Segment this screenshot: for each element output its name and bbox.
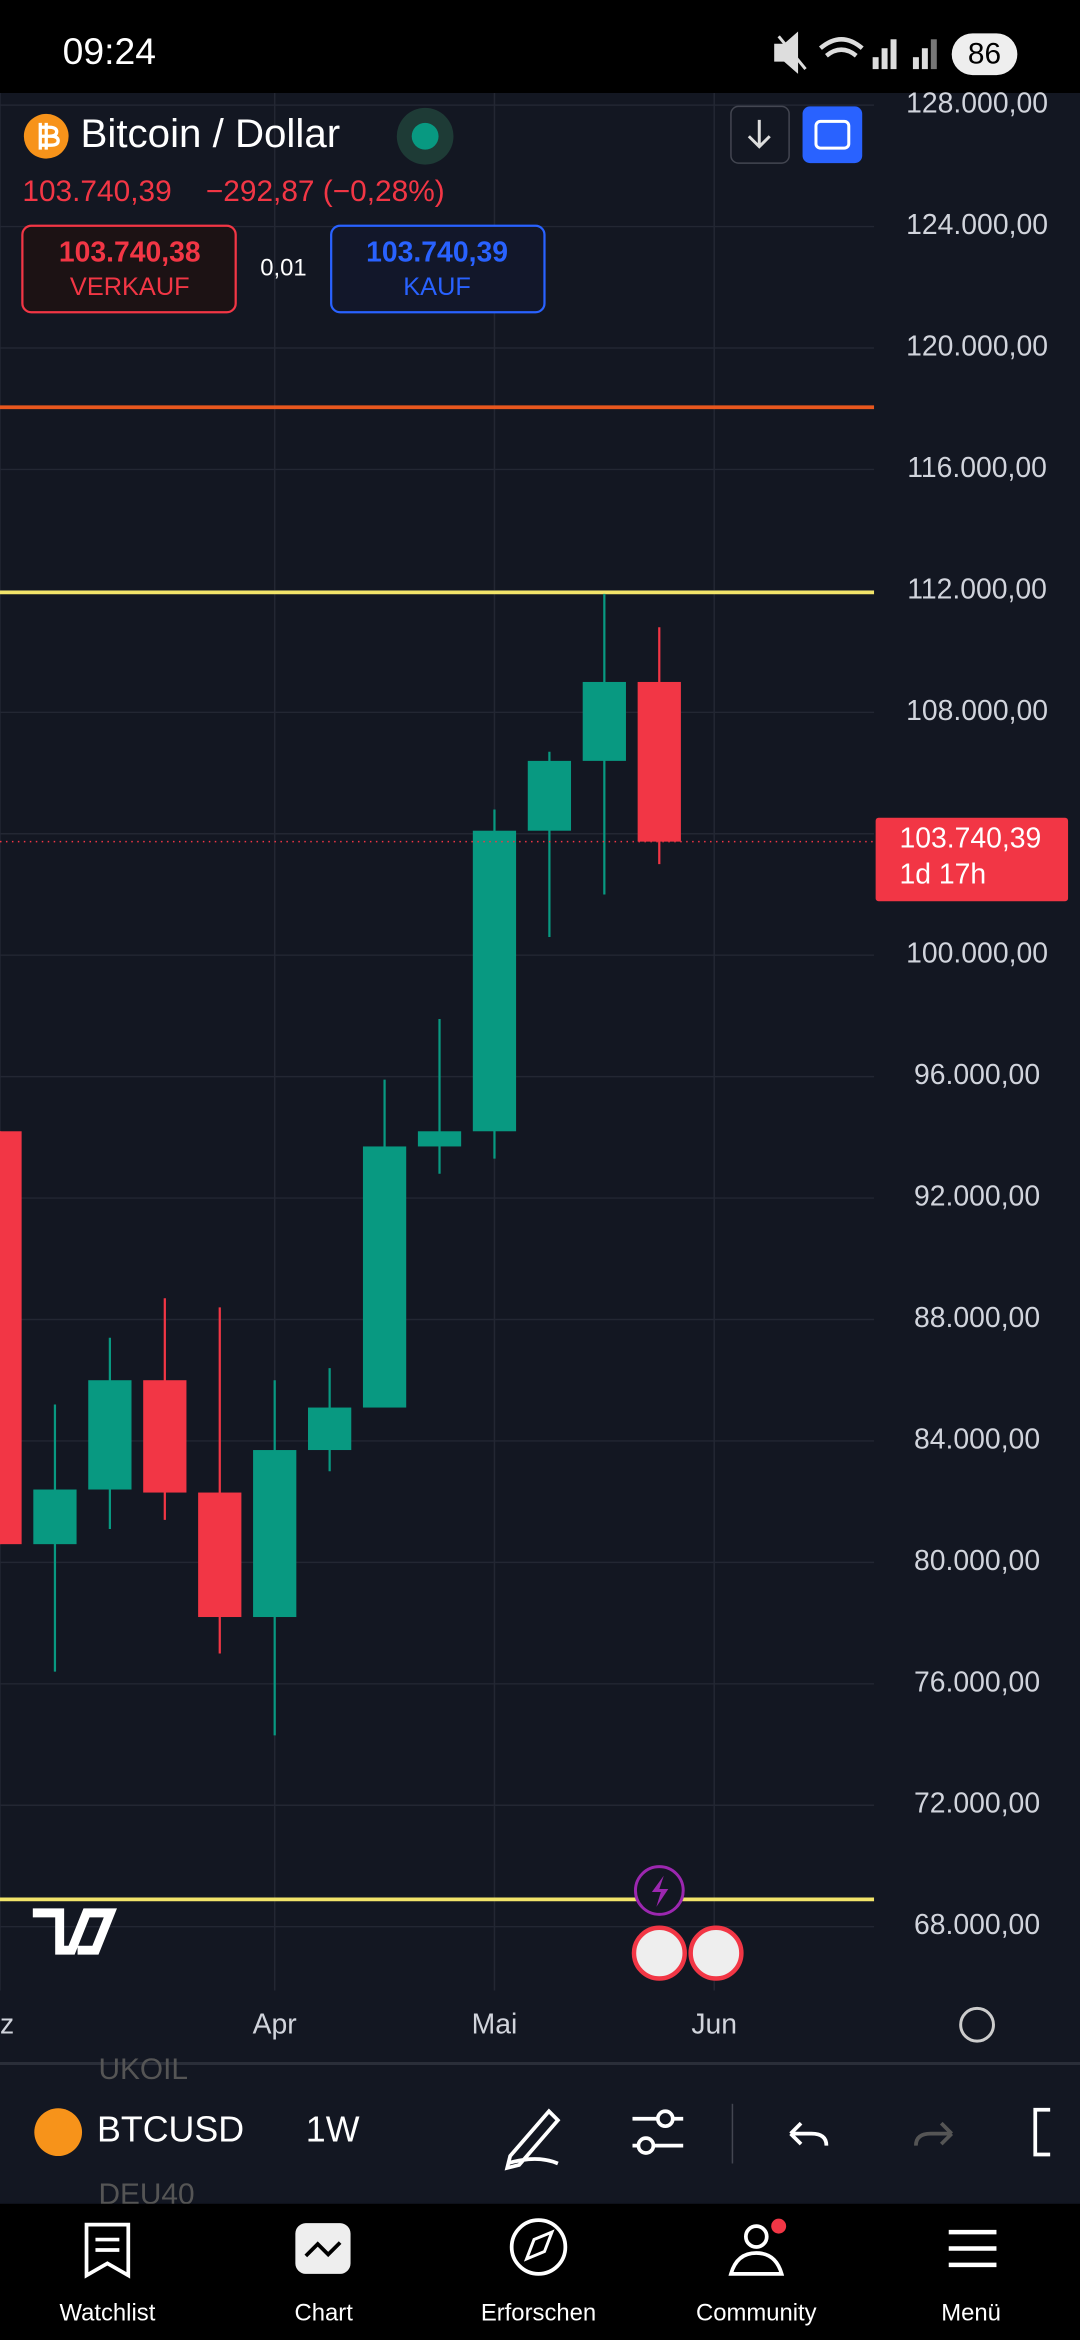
toolbar-symbol[interactable]: BTCUSD [97, 2110, 244, 2150]
spread: 0,01 [260, 254, 306, 281]
bitcoin-glyph [38, 122, 60, 150]
price-change: −292,87 (−0,28%) [206, 175, 445, 208]
y-tick-label: 128.000,00 [906, 88, 1048, 120]
buy-button[interactable] [330, 224, 546, 314]
nav-labels: Watchlist Chart Erforschen Community Menü [59, 2299, 1000, 2326]
explore-needle [523, 2229, 555, 2262]
candle-body [198, 1492, 242, 1618]
chart-plot [0, 92, 875, 1991]
y-tick-label: 80.000,00 [914, 1545, 1040, 1577]
x-tick-label: Jun [691, 2009, 737, 2041]
candle-body [0, 1131, 22, 1545]
symbol-title: Bitcoin / Dollar [81, 111, 341, 156]
us-event-1[interactable] [631, 1925, 687, 1981]
community-icon-body [728, 2251, 785, 2276]
fullscreen-button[interactable] [802, 106, 863, 164]
explore-icon [509, 2218, 568, 2276]
battery [951, 33, 1018, 76]
redo-icon[interactable] [914, 2121, 954, 2146]
watchlist-icon [84, 2222, 131, 2279]
community-badge [771, 2218, 787, 2234]
y-tick-label: 112.000,00 [907, 573, 1047, 605]
y-tick-label: 76.000,00 [914, 1666, 1040, 1698]
nav-label[interactable]: Watchlist [59, 2299, 155, 2326]
toolbar-interval[interactable]: 1W [306, 2110, 360, 2150]
draw-icon[interactable] [504, 2108, 561, 2171]
y-tick-label: 120.000,00 [906, 330, 1048, 362]
indicators-knob-1 [655, 2109, 675, 2129]
status-icons [774, 31, 937, 74]
status-bar [0, 0, 1080, 93]
menu-icon [948, 2229, 997, 2268]
nav-label[interactable]: Erforschen [481, 2299, 596, 2326]
nav-label[interactable]: Menü [941, 2299, 1001, 2326]
y-tick-label: 72.000,00 [914, 1788, 1040, 1820]
sell-label: VERKAUF [70, 273, 190, 301]
x-tick-label: z [0, 2009, 14, 2041]
nav-label[interactable]: Community [696, 2299, 817, 2326]
ghost-symbol-above: UKOIL [98, 2053, 188, 2086]
fullscreen-icon [814, 119, 851, 150]
toolbar-bitcoin-icon [34, 2108, 83, 2157]
chart-icon-line [304, 2241, 342, 2258]
y-tick-label: 84.000,00 [914, 1423, 1040, 1455]
settings-icon[interactable] [959, 2006, 995, 2043]
last-price: 103.740,39 [22, 175, 171, 208]
indicators-knob-2 [636, 2136, 656, 2155]
y-tick-label: 108.000,00 [906, 695, 1048, 727]
buy-label: KAUF [403, 273, 471, 301]
price-tag [875, 817, 1069, 902]
clock: 09:24 [63, 30, 156, 72]
y-tick-label: 96.000,00 [914, 1059, 1040, 1091]
battery-level: 86 [968, 38, 1001, 71]
y-tick-label: 116.000,00 [907, 452, 1047, 484]
y-tick-label: 68.000,00 [914, 1909, 1040, 1941]
sell-price: 103.740,38 [59, 237, 201, 269]
down-arrow-icon [747, 119, 771, 149]
price-axis: 68.000,00 72.000,00 76.000,00 80.000,00 84.0… [875, 88, 1069, 1941]
y-tick-label: 92.000,00 [914, 1181, 1040, 1213]
price-tag-countdown: 1d 17h [900, 858, 987, 890]
candle-body [362, 1146, 407, 1408]
y-tick-label: 100.000,00 [906, 938, 1048, 970]
candle-body [143, 1380, 187, 1493]
buy-price: 103.740,39 [366, 237, 508, 269]
nav-label[interactable]: Chart [295, 2299, 354, 2326]
y-tick-label: 124.000,00 [906, 209, 1048, 241]
candle-body [472, 830, 517, 1132]
candle-body [308, 1407, 352, 1451]
candle-body [88, 1380, 132, 1490]
x-tick-label: Apr [253, 2009, 297, 2041]
tradingview-logo [32, 1908, 117, 1955]
bottom-nav [0, 2203, 1080, 2340]
sell-button[interactable] [21, 224, 237, 314]
undo-icon[interactable] [789, 2121, 829, 2146]
toolbar [0, 2063, 1080, 2203]
candle-body [253, 1450, 297, 1618]
y-tick-label: 88.000,00 [914, 1302, 1040, 1334]
candle-body [582, 681, 626, 761]
price-tag-value: 103.740,39 [900, 823, 1042, 855]
candle-body [637, 681, 681, 842]
x-tick-label: Mai [472, 2009, 518, 2041]
us-event-2[interactable] [688, 1925, 744, 1981]
candle-body [527, 760, 572, 831]
flash-icon [651, 1875, 669, 1907]
market-open-dot [411, 122, 439, 150]
candle-body [33, 1489, 77, 1545]
more-icon[interactable] [1033, 2107, 1051, 2157]
candle-body [417, 1131, 462, 1147]
community-icon [743, 2224, 769, 2249]
